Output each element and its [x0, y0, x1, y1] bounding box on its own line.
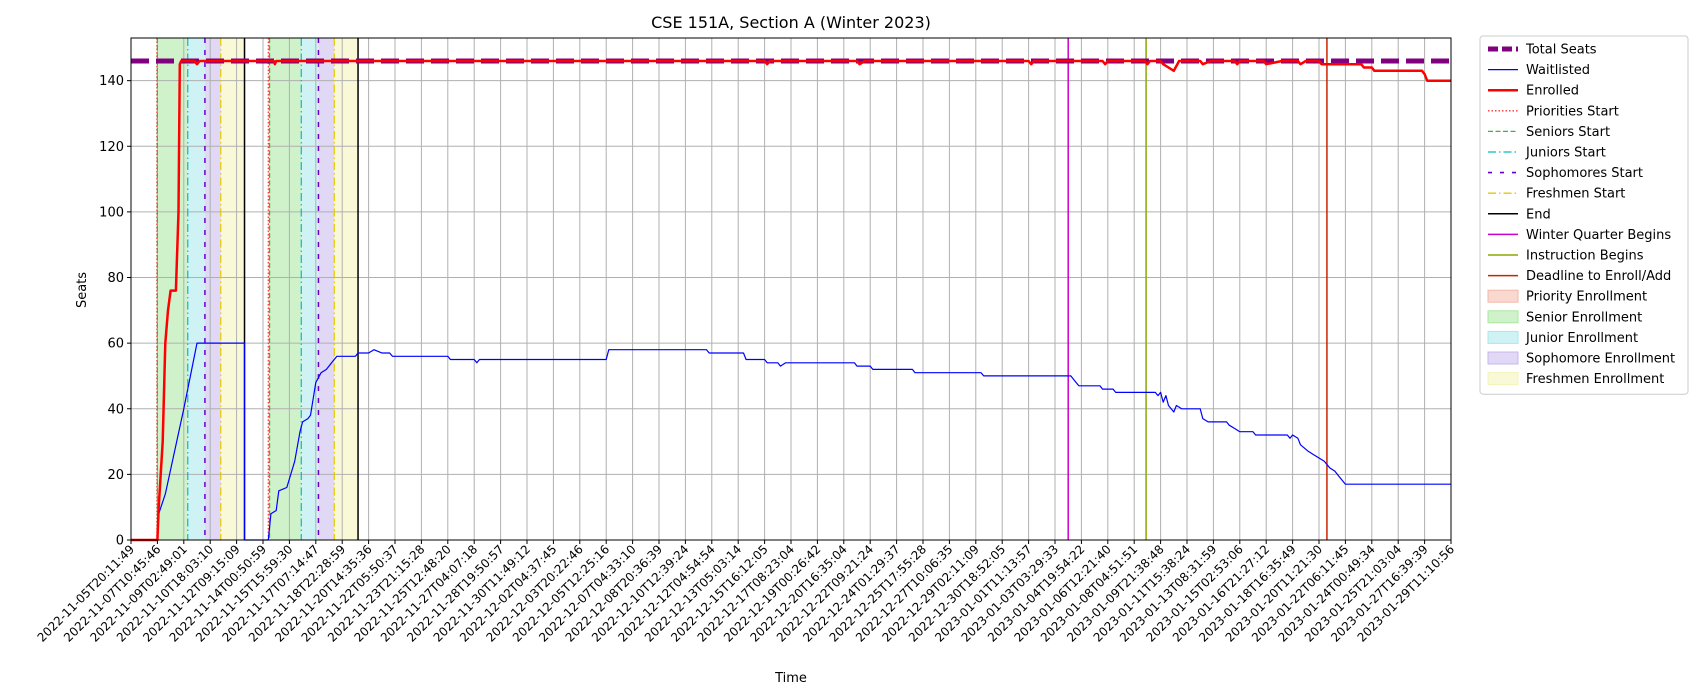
event-lines — [156, 38, 1328, 540]
legend-label-junior-enrollment: Junior Enrollment — [1525, 331, 1638, 346]
y-tick-label: 60 — [107, 337, 124, 352]
legend-label-senior-enrollment: Senior Enrollment — [1526, 310, 1642, 325]
legend-label-freshmen-enrollment: Freshmen Enrollment — [1526, 372, 1664, 387]
legend-swatch-freshmen-enrollment — [1487, 372, 1519, 386]
band-sophomore-enrollment — [318, 38, 335, 540]
x-axis: 2022-11-05T20:11:492022-11-07T10:45:4620… — [35, 540, 1457, 645]
legend: Total Seats Waitlisted Enrolled Priorities … — [1479, 35, 1689, 395]
x-axis-label: Time — [774, 671, 807, 686]
legend-label-priorities-start: Priorities Start — [1526, 104, 1619, 119]
band-freshmen-enrollment — [220, 38, 245, 540]
y-tick-label: 20 — [107, 468, 124, 483]
enrolled-line — [131, 59, 1451, 542]
y-axis-label: Seats — [75, 272, 90, 308]
legend-label-juniors-start: Juniors Start — [1525, 146, 1606, 161]
band-freshmen-enrollment — [334, 38, 359, 540]
legend-label-instruction-begins: Instruction Begins — [1526, 249, 1644, 264]
legend-label-winter-quarter-begins: Winter Quarter Begins — [1526, 228, 1671, 243]
legend-label-seniors-start: Seniors Start — [1526, 125, 1610, 140]
y-axis: 0 20 40 60 80 100 120 140 — [99, 74, 131, 549]
enrollment-bands — [156, 38, 359, 540]
series-lines — [131, 58, 1451, 542]
y-tick-label: 0 — [116, 534, 124, 549]
legend-swatch-priority-enrollment — [1487, 289, 1519, 303]
legend-label-priority-enrollment: Priority Enrollment — [1526, 290, 1647, 305]
legend-swatch-senior-enrollment — [1487, 310, 1519, 324]
y-tick-label: 80 — [107, 271, 124, 286]
y-tick-label: 40 — [107, 402, 124, 417]
band-junior-enrollment — [187, 38, 205, 540]
legend-box — [1479, 35, 1689, 395]
legend-swatch-sophomore-enrollment — [1487, 351, 1519, 365]
band-senior-enrollment — [269, 38, 302, 540]
legend-label-deadline-to-enroll-add: Deadline to Enroll/Add — [1526, 269, 1671, 284]
waitlisted-line — [131, 342, 1451, 541]
band-priority-enrollment — [268, 38, 270, 540]
chart-title: CSE 151A, Section A (Winter 2023) — [651, 13, 931, 32]
band-junior-enrollment — [301, 38, 319, 540]
legend-label-freshmen-start: Freshmen Start — [1526, 187, 1625, 202]
legend-label-enrolled: Enrolled — [1526, 84, 1579, 99]
legend-label-end: End — [1526, 207, 1551, 222]
legend-label-sophomores-start: Sophomores Start — [1526, 166, 1643, 181]
legend-label-total-seats: Total Seats — [1525, 43, 1597, 58]
y-tick-label: 100 — [99, 205, 124, 220]
y-tick-label: 140 — [99, 74, 124, 89]
band-sophomore-enrollment — [204, 38, 221, 540]
legend-label-sophomore-enrollment: Sophomore Enrollment — [1526, 352, 1675, 367]
y-tick-label: 120 — [99, 140, 124, 155]
legend-swatch-junior-enrollment — [1487, 330, 1519, 344]
legend-label-waitlisted: Waitlisted — [1526, 63, 1590, 78]
